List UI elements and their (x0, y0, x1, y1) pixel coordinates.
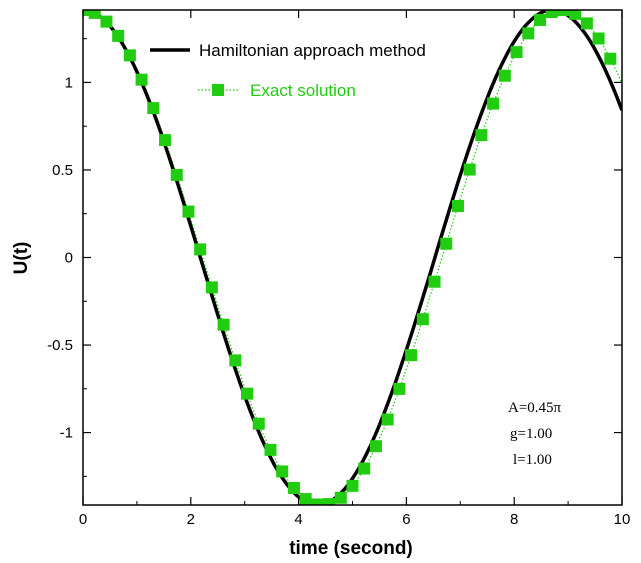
series-line-hamiltonian (83, 10, 622, 505)
data-point-exact (369, 440, 382, 453)
y-tick-label: 1 (65, 74, 73, 91)
data-point-exact (83, 10, 89, 16)
data-point-exact (533, 13, 546, 26)
data-point-exact (487, 97, 500, 110)
data-point-exact (428, 275, 441, 288)
axis-ticks: 0 2 4 6 8 10 1 0.5 0 -0.5 -1 (47, 10, 630, 528)
y-tick-label: 0 (65, 250, 73, 267)
data-point-exact (205, 281, 218, 294)
data-point-exact (451, 200, 464, 213)
plot-marks (83, 10, 622, 505)
x-tick-label: 10 (614, 511, 631, 528)
data-point-exact (252, 417, 265, 430)
x-tick-label: 8 (510, 511, 518, 528)
data-point-exact (147, 102, 160, 115)
data-point-exact (123, 49, 136, 62)
x-tick-label: 6 (402, 511, 410, 528)
annotation-gravity: g=1.00 (510, 426, 552, 442)
data-point-exact (381, 413, 394, 426)
data-point-exact (287, 481, 300, 494)
data-point-exact (100, 15, 113, 28)
data-point-exact (346, 479, 359, 492)
data-point-exact (182, 205, 195, 218)
x-tick-label: 2 (187, 511, 195, 528)
data-point-exact (393, 382, 406, 395)
data-point-exact (264, 443, 277, 456)
data-point-exact (229, 354, 242, 367)
data-point-exact (510, 46, 523, 59)
data-point-exact (323, 498, 336, 505)
legend-label-hamiltonian: Hamiltonian approach method (199, 41, 426, 60)
data-point-exact (170, 168, 183, 181)
data-point-exact (592, 32, 605, 45)
data-point-exact (334, 491, 347, 504)
y-tick-label: -1 (60, 425, 73, 442)
data-point-exact (194, 243, 207, 256)
y-axis-title: U(t) (11, 242, 32, 275)
data-point-exact (358, 462, 371, 475)
x-axis-title: time (second) (289, 538, 413, 559)
data-point-exact (463, 163, 476, 176)
data-point-exact (498, 69, 511, 82)
data-point-exact (159, 134, 172, 147)
data-point-exact (299, 493, 312, 505)
y-tick-label: -0.5 (47, 337, 73, 354)
annotations: A=0.45π g=1.00 l=1.00 (508, 400, 562, 468)
data-point-exact (416, 313, 429, 326)
y-tick-label: 0.5 (52, 162, 73, 179)
data-point-exact (569, 10, 582, 20)
data-point-exact (405, 349, 418, 362)
data-point-exact (88, 10, 101, 19)
annotation-length: l=1.00 (513, 452, 552, 468)
data-point-exact (135, 73, 148, 86)
data-point-exact (580, 17, 593, 30)
data-point-exact (604, 52, 617, 65)
legend-swatch-exact-marker (212, 84, 224, 96)
data-point-exact (217, 318, 230, 331)
data-point-exact (241, 387, 254, 400)
data-point-exact (440, 237, 453, 250)
legend: Hamiltonian approach method Exact soluti… (150, 41, 426, 100)
data-point-exact (557, 10, 570, 17)
data-point-exact (545, 10, 558, 19)
data-point-exact (311, 498, 324, 505)
data-point-exact (522, 27, 535, 40)
data-point-exact (475, 129, 488, 142)
data-point-exact (112, 29, 125, 42)
legend-label-exact: Exact solution (250, 81, 356, 100)
x-tick-label: 4 (294, 511, 302, 528)
x-tick-label: 0 (79, 511, 87, 528)
annotation-amplitude: A=0.45π (508, 400, 562, 416)
data-point-exact (276, 465, 289, 478)
